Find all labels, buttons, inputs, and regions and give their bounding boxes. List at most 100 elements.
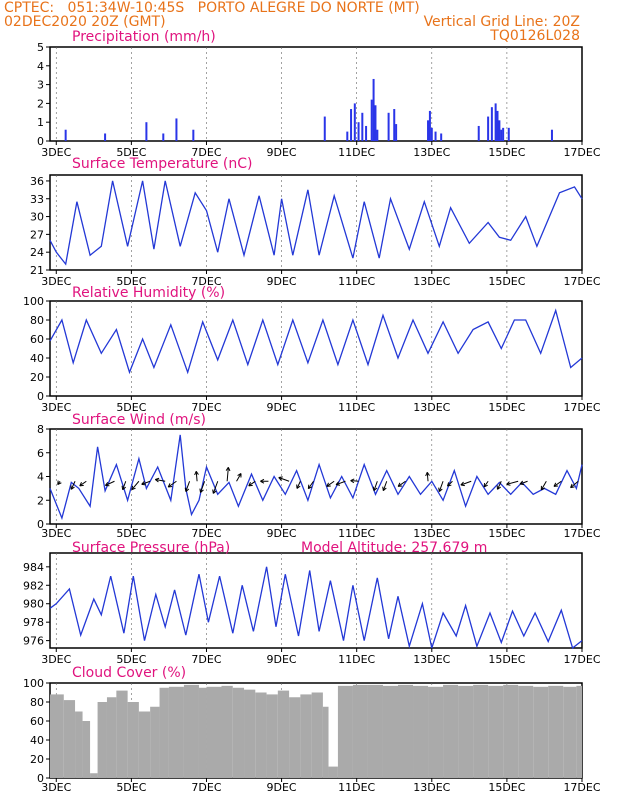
wind-vector xyxy=(141,480,151,485)
wind-vector xyxy=(70,481,76,490)
precip-bar xyxy=(145,122,148,141)
pres-x-tick-label: 11DEC xyxy=(338,653,375,666)
temp-frame xyxy=(49,174,583,271)
cloud-bar xyxy=(563,686,577,778)
precip-bar xyxy=(64,129,67,141)
cloud-bar xyxy=(116,690,128,778)
wind-vector xyxy=(540,480,547,491)
precip-bar xyxy=(507,127,510,141)
wind-vector xyxy=(447,480,453,487)
wind-vector xyxy=(350,480,359,482)
precip-bar xyxy=(350,109,353,141)
cloud-bar xyxy=(159,687,169,778)
cloud-bar xyxy=(328,766,338,778)
cloud-x-tick-label: 15DEC xyxy=(488,781,525,794)
cloud-y-tick-label: 40 xyxy=(30,734,44,747)
pres-y-tick-label: 978 xyxy=(23,616,44,629)
precip-bar xyxy=(490,107,493,141)
wind-vector-head xyxy=(248,482,251,487)
cloud-x-tick-label: 17DEC xyxy=(563,781,600,794)
wind-vector xyxy=(506,480,519,485)
rh-x-tick-label: 5DEC xyxy=(116,401,146,414)
cloud-bar xyxy=(311,692,323,778)
wind-vector-head xyxy=(335,484,341,486)
wind-panel-title: Surface Wind (m/s) xyxy=(72,412,206,428)
rh-x-tick-label: 15DEC xyxy=(488,401,525,414)
wind-vector-head xyxy=(155,479,159,483)
cloud-bar xyxy=(244,689,256,778)
cloud-bar xyxy=(503,684,519,778)
wind-x-tick-label: 17DEC xyxy=(563,527,600,540)
cloud-bar xyxy=(397,684,414,778)
wind-vector xyxy=(497,481,502,490)
precip-bar xyxy=(175,118,178,141)
wind-x-tick-label: 7DEC xyxy=(191,527,221,540)
precip-bar xyxy=(370,99,373,141)
pres-x-tick-label: 15DEC xyxy=(488,653,525,666)
wind-vector-head xyxy=(79,482,82,487)
wind-vector-head xyxy=(425,472,428,477)
cloud-y-tick-label: 20 xyxy=(30,753,44,766)
temp-y-tick-label: 36 xyxy=(30,175,44,188)
wind-vector-head xyxy=(195,471,199,475)
pres-y-tick-label: 982 xyxy=(23,579,44,592)
cloud-bar xyxy=(168,686,184,778)
precip-x-tick-label: 13DEC xyxy=(413,146,450,159)
cloud-bar xyxy=(82,721,91,778)
cloud-bar xyxy=(63,700,76,778)
wind-x-tick-label: 3DEC xyxy=(41,527,71,540)
precip-y-tick-label: 1 xyxy=(37,116,44,129)
wind-vector xyxy=(155,479,166,482)
cloud-bar xyxy=(518,685,534,778)
pres-y-tick-label: 984 xyxy=(23,561,44,574)
pres-x-tick-label: 5DEC xyxy=(116,653,146,666)
wind-vector xyxy=(226,467,229,482)
wind-vector-head xyxy=(570,486,575,489)
cloud-bar xyxy=(75,711,83,778)
rh-frame xyxy=(49,300,583,397)
rh-x-tick-label: 13DEC xyxy=(413,401,450,414)
rh-y-tick-label: 100 xyxy=(23,295,44,308)
cloud-bar xyxy=(255,692,267,778)
wind-vector xyxy=(278,477,290,482)
precip-bar xyxy=(498,120,501,141)
wind-vector-head xyxy=(122,486,126,491)
temp-x-tick-label: 3DEC xyxy=(41,275,71,288)
cloud-bar xyxy=(289,697,301,778)
wind-vector-head xyxy=(105,481,109,486)
wind-vector-head xyxy=(185,488,190,492)
rh-y-tick-label: 60 xyxy=(30,333,44,346)
wind-vector xyxy=(326,480,335,487)
rh-x-tick-label: 7DEC xyxy=(191,401,221,414)
wind-y-tick-label: 0 xyxy=(37,518,44,531)
cloud-y-tick-label: 100 xyxy=(23,677,44,690)
precip-bar xyxy=(440,133,443,141)
wind-vector xyxy=(296,481,301,489)
rh-y-tick-label: 40 xyxy=(30,352,44,365)
precip-bar xyxy=(393,109,396,141)
wind-vector-head xyxy=(296,485,301,489)
temp-x-tick-label: 11DEC xyxy=(338,275,375,288)
cloud-bar xyxy=(183,684,199,778)
wind-vector-head xyxy=(70,486,75,490)
pres-y-tick-label: 976 xyxy=(23,635,44,648)
wind-vector xyxy=(195,471,198,482)
wind-vector xyxy=(438,481,444,492)
header-station: CPTEC: 051:34W-10:45S PORTO ALEGRE DO NO… xyxy=(4,0,420,16)
precip-bar xyxy=(162,133,165,141)
header-run-date: 02DEC2020 20Z (GMT) xyxy=(4,14,166,30)
pres-x-tick-label: 13DEC xyxy=(413,653,450,666)
header-model-code: TQ0126L028 xyxy=(490,28,580,44)
pres-series-line xyxy=(49,566,583,651)
cloud-bar xyxy=(458,685,474,778)
wind-vector-head xyxy=(141,483,146,486)
cloud-bar xyxy=(198,687,207,778)
wind-vector-head xyxy=(260,480,265,484)
wind-vector xyxy=(79,480,87,487)
wind-vector-head xyxy=(199,488,201,493)
header-grid-note: Vertical Grid Line: 20Z xyxy=(423,14,580,30)
wind-vector xyxy=(236,473,242,482)
wind-vector-head xyxy=(200,489,204,493)
cloud-bar xyxy=(322,706,329,778)
